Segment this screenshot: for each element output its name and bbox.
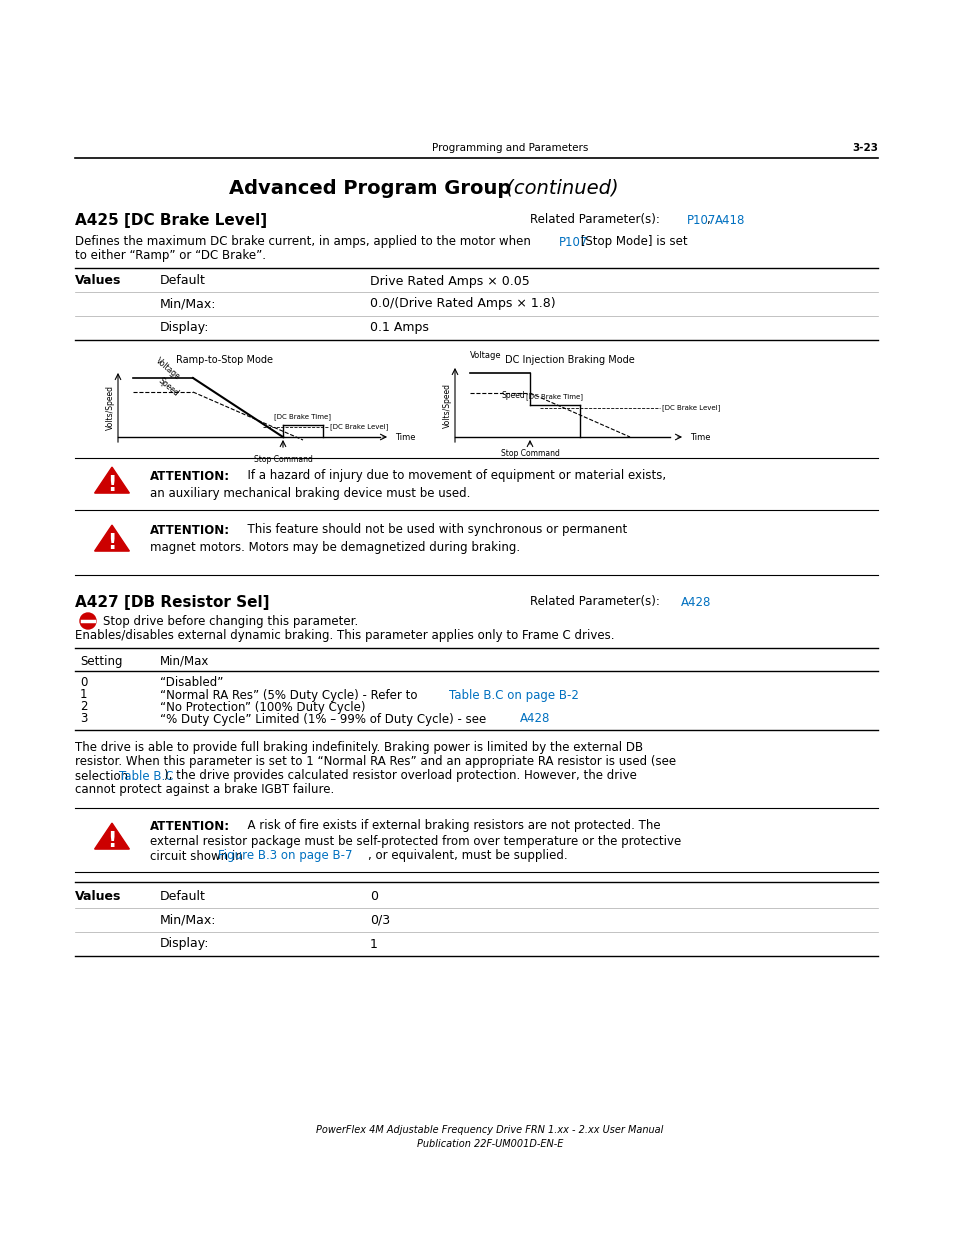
Text: 1: 1: [80, 688, 88, 701]
Text: Values: Values: [75, 889, 121, 903]
Text: [Stop Mode] is set: [Stop Mode] is set: [577, 236, 687, 248]
Text: This feature should not be used with synchronous or permanent: This feature should not be used with syn…: [240, 524, 626, 536]
Text: A428: A428: [680, 595, 711, 609]
Text: ATTENTION:: ATTENTION:: [150, 469, 230, 483]
Text: Time: Time: [689, 432, 710, 441]
Text: 0.1 Amps: 0.1 Amps: [370, 321, 429, 335]
Circle shape: [80, 613, 96, 629]
Text: [DC Brake Time]: [DC Brake Time]: [526, 393, 583, 400]
Text: Voltage: Voltage: [470, 351, 501, 359]
Text: A risk of fire exists if external braking resistors are not protected. The: A risk of fire exists if external brakin…: [240, 820, 659, 832]
Text: Min/Max:: Min/Max:: [160, 914, 216, 926]
Text: to either “Ramp” or “DC Brake”.: to either “Ramp” or “DC Brake”.: [75, 249, 266, 263]
Text: ), the drive provides calculated resistor overload protection. However, the driv: ), the drive provides calculated resisto…: [164, 769, 637, 783]
Text: The drive is able to provide full braking indefinitely. Braking power is limited: The drive is able to provide full brakin…: [75, 741, 642, 755]
Text: Default: Default: [160, 274, 206, 288]
Text: !: !: [107, 831, 116, 851]
Text: 0: 0: [80, 677, 88, 689]
Text: Values: Values: [75, 274, 121, 288]
Text: 0/3: 0/3: [370, 914, 390, 926]
Text: Volts/Speed: Volts/Speed: [442, 383, 451, 427]
Text: [DC Brake Level]: [DC Brake Level]: [661, 405, 720, 411]
Text: Min/Max:: Min/Max:: [160, 298, 216, 310]
Text: Stop Command: Stop Command: [253, 454, 313, 464]
Text: Defines the maximum DC brake current, in amps, applied to the motor when: Defines the maximum DC brake current, in…: [75, 236, 534, 248]
Text: If a hazard of injury due to movement of equipment or material exists,: If a hazard of injury due to movement of…: [240, 469, 665, 483]
Text: Time: Time: [395, 432, 416, 441]
Text: A428: A428: [519, 713, 550, 725]
Text: Advanced Program Group: Advanced Program Group: [229, 179, 511, 198]
Text: Speed: Speed: [156, 375, 180, 398]
Text: “Normal RA Res” (5% Duty Cycle) - Refer to: “Normal RA Res” (5% Duty Cycle) - Refer …: [160, 688, 421, 701]
Text: Drive Rated Amps × 0.05: Drive Rated Amps × 0.05: [370, 274, 529, 288]
Text: P107: P107: [686, 214, 716, 226]
Text: (continued): (continued): [499, 179, 618, 198]
Text: Display:: Display:: [160, 321, 210, 335]
Text: 3: 3: [80, 713, 88, 725]
Text: Stop drive before changing this parameter.: Stop drive before changing this paramete…: [103, 615, 358, 627]
Text: !: !: [107, 534, 116, 553]
Text: A425 [DC Brake Level]: A425 [DC Brake Level]: [75, 212, 267, 227]
Text: A427 [DB Resistor Sel]: A427 [DB Resistor Sel]: [75, 594, 269, 610]
Text: Related Parameter(s):: Related Parameter(s):: [530, 214, 663, 226]
Text: circuit shown in: circuit shown in: [150, 850, 246, 862]
Polygon shape: [94, 823, 130, 850]
Text: Speed: Speed: [500, 390, 524, 399]
Text: Table B.C: Table B.C: [119, 769, 173, 783]
Text: , or equivalent, must be supplied.: , or equivalent, must be supplied.: [368, 850, 567, 862]
Text: ATTENTION:: ATTENTION:: [150, 524, 230, 536]
Polygon shape: [94, 525, 130, 551]
Text: 3-23: 3-23: [851, 143, 877, 153]
Text: A418: A418: [714, 214, 744, 226]
Text: Programming and Parameters: Programming and Parameters: [432, 143, 588, 153]
Polygon shape: [94, 467, 130, 493]
Text: Setting: Setting: [80, 655, 122, 667]
Text: cannot protect against a brake IGBT failure.: cannot protect against a brake IGBT fail…: [75, 783, 334, 797]
Text: 2: 2: [80, 700, 88, 714]
Text: 0.0/(Drive Rated Amps × 1.8): 0.0/(Drive Rated Amps × 1.8): [370, 298, 555, 310]
Text: PowerFlex 4M Adjustable Frequency Drive FRN 1.xx - 2.xx User Manual: PowerFlex 4M Adjustable Frequency Drive …: [316, 1125, 663, 1135]
Text: 0: 0: [370, 889, 377, 903]
Text: DC Injection Braking Mode: DC Injection Braking Mode: [504, 354, 634, 366]
Text: Default: Default: [160, 889, 206, 903]
Text: Enables/disables external dynamic braking. This parameter applies only to Frame : Enables/disables external dynamic brakin…: [75, 630, 614, 642]
Text: Volts/Speed: Volts/Speed: [106, 384, 114, 430]
Text: “No Protection” (100% Duty Cycle): “No Protection” (100% Duty Cycle): [160, 700, 365, 714]
Text: Voltage: Voltage: [153, 357, 182, 382]
Text: !: !: [107, 475, 116, 495]
Text: Min/Max: Min/Max: [160, 655, 209, 667]
Text: [DC Brake Time]: [DC Brake Time]: [274, 414, 331, 420]
Text: ,: ,: [706, 214, 714, 226]
Text: Display:: Display:: [160, 937, 210, 951]
Text: P107: P107: [558, 236, 588, 248]
Text: Publication 22F-UM001D-EN-E: Publication 22F-UM001D-EN-E: [416, 1139, 562, 1149]
Text: Figure B.3 on page B-7: Figure B.3 on page B-7: [218, 850, 352, 862]
Text: 1: 1: [370, 937, 377, 951]
Text: Table B.C on page B-2: Table B.C on page B-2: [449, 688, 578, 701]
Text: Ramp-to-Stop Mode: Ramp-to-Stop Mode: [176, 354, 274, 366]
Text: ATTENTION:: ATTENTION:: [150, 820, 230, 832]
Text: [DC Brake Level]: [DC Brake Level]: [330, 424, 388, 430]
Text: “% Duty Cycle” Limited (1% – 99% of Duty Cycle) - see: “% Duty Cycle” Limited (1% – 99% of Duty…: [160, 713, 490, 725]
Text: magnet motors. Motors may be demagnetized during braking.: magnet motors. Motors may be demagnetize…: [150, 541, 519, 553]
Text: external resistor package must be self-protected from over temperature or the pr: external resistor package must be self-p…: [150, 835, 680, 847]
Text: “Disabled”: “Disabled”: [160, 677, 223, 689]
Text: Related Parameter(s):: Related Parameter(s):: [530, 595, 663, 609]
Text: selection: selection: [75, 769, 132, 783]
Text: resistor. When this parameter is set to 1 “Normal RA Res” and an appropriate RA : resistor. When this parameter is set to …: [75, 756, 676, 768]
Text: an auxiliary mechanical braking device must be used.: an auxiliary mechanical braking device m…: [150, 487, 470, 499]
Text: Stop Command: Stop Command: [500, 450, 558, 458]
